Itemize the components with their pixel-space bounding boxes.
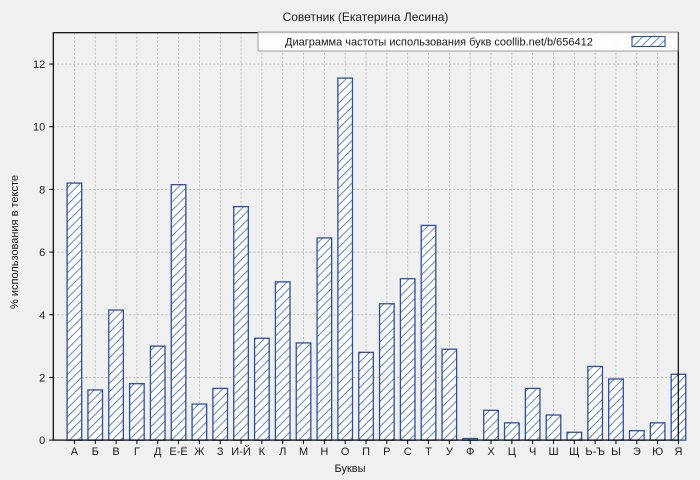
svg-text:0: 0 [39,435,45,447]
svg-text:Ы: Ы [611,446,621,458]
svg-text:З: З [217,446,224,458]
svg-text:6: 6 [39,247,45,259]
svg-text:Д: Д [154,446,162,458]
svg-text:Ю: Ю [652,446,663,458]
svg-text:Я: Я [674,446,682,458]
svg-text:Ф: Ф [466,446,474,458]
svg-text:Диаграмма частоты использовани: Диаграмма частоты использования букв coo… [285,37,593,49]
svg-text:О: О [341,446,350,458]
svg-text:Ь-Ъ: Ь-Ъ [585,446,605,458]
svg-text:Р: Р [383,446,390,458]
svg-text:12: 12 [33,59,45,71]
svg-text:4: 4 [39,310,45,322]
svg-text:Щ: Щ [569,446,579,458]
svg-text:Т: Т [425,446,432,458]
svg-text:У: У [446,446,454,458]
svg-text:Б: Б [92,446,99,458]
svg-text:Ш: Ш [548,446,558,458]
svg-text:Ж: Ж [194,446,204,458]
svg-text:К: К [259,446,266,458]
svg-text:2: 2 [39,372,45,384]
svg-text:10: 10 [33,122,45,134]
svg-text:Е-Ё: Е-Ё [169,446,187,458]
svg-text:Г: Г [134,446,140,458]
svg-text:Э: Э [633,446,641,458]
svg-text:И-Й: И-Й [231,445,250,458]
svg-text:В: В [112,446,119,458]
svg-text:8: 8 [39,184,45,196]
svg-text:С: С [404,446,412,458]
svg-text:Н: Н [320,446,328,458]
svg-text:М: М [299,446,308,458]
svg-text:Ц: Ц [508,446,516,458]
svg-text:П: П [362,446,370,458]
svg-text:А: А [71,446,79,458]
svg-text:Ч: Ч [529,446,536,458]
svg-text:Х: Х [487,446,495,458]
svg-text:Л: Л [279,446,286,458]
